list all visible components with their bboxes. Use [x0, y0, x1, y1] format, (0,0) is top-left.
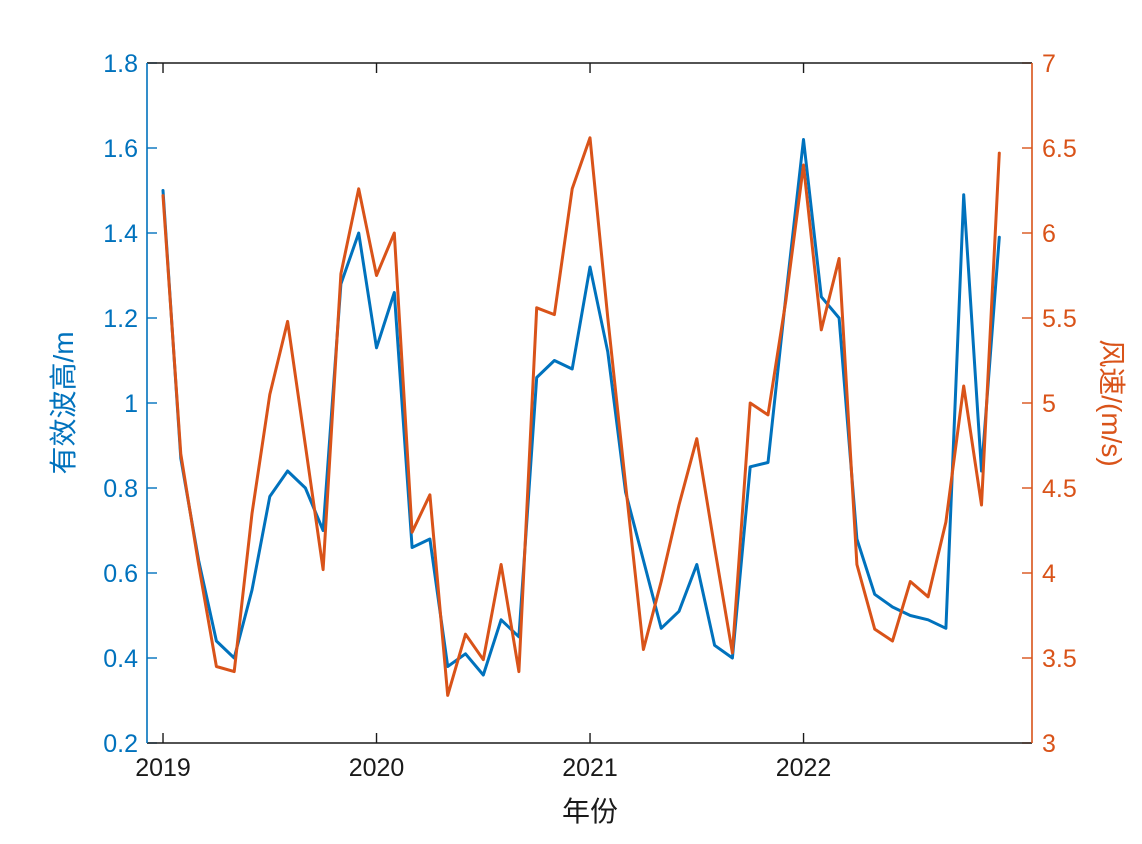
y-left-tick-label: 0.6: [103, 560, 138, 588]
y-right-tick-label: 5.5: [1042, 305, 1077, 333]
y-right-tick-label: 3: [1042, 730, 1056, 758]
wind-speed-line: [161, 136, 1001, 697]
y-axis-label-right: 风速/(m/s): [1096, 339, 1127, 467]
y-left-tick-label: 1.8: [103, 50, 138, 78]
wave-height-line: [161, 138, 1001, 677]
x-tick-label: 2020: [349, 754, 405, 782]
x-tick-label: 2021: [562, 754, 618, 782]
y-left-tick-label: 0.4: [103, 645, 138, 673]
y-left-tick-label: 1: [124, 390, 138, 418]
y-left-tick-label: 1.2: [103, 305, 138, 333]
x-axis-label: 年份: [561, 796, 619, 827]
y-right-tick-label: 6: [1042, 220, 1056, 248]
y-left-tick-label: 0.2: [103, 730, 138, 758]
x-tick-label: 2019: [135, 754, 191, 782]
y-axis-label-left: 有效波高/m: [48, 331, 79, 475]
y-right-tick-label: 6.5: [1042, 135, 1077, 163]
x-tick-label: 2022: [776, 754, 832, 782]
y-left-tick-label: 0.8: [103, 475, 138, 503]
y-right-tick-label: 4: [1042, 560, 1056, 588]
y-left-tick-label: 1.6: [103, 135, 138, 163]
y-right-tick-label: 5: [1042, 390, 1056, 418]
y-left-tick-label: 1.4: [103, 220, 138, 248]
y-right-tick-label: 3.5: [1042, 645, 1077, 673]
y-right-tick-label: 7: [1042, 50, 1056, 78]
y-right-tick-label: 4.5: [1042, 475, 1077, 503]
